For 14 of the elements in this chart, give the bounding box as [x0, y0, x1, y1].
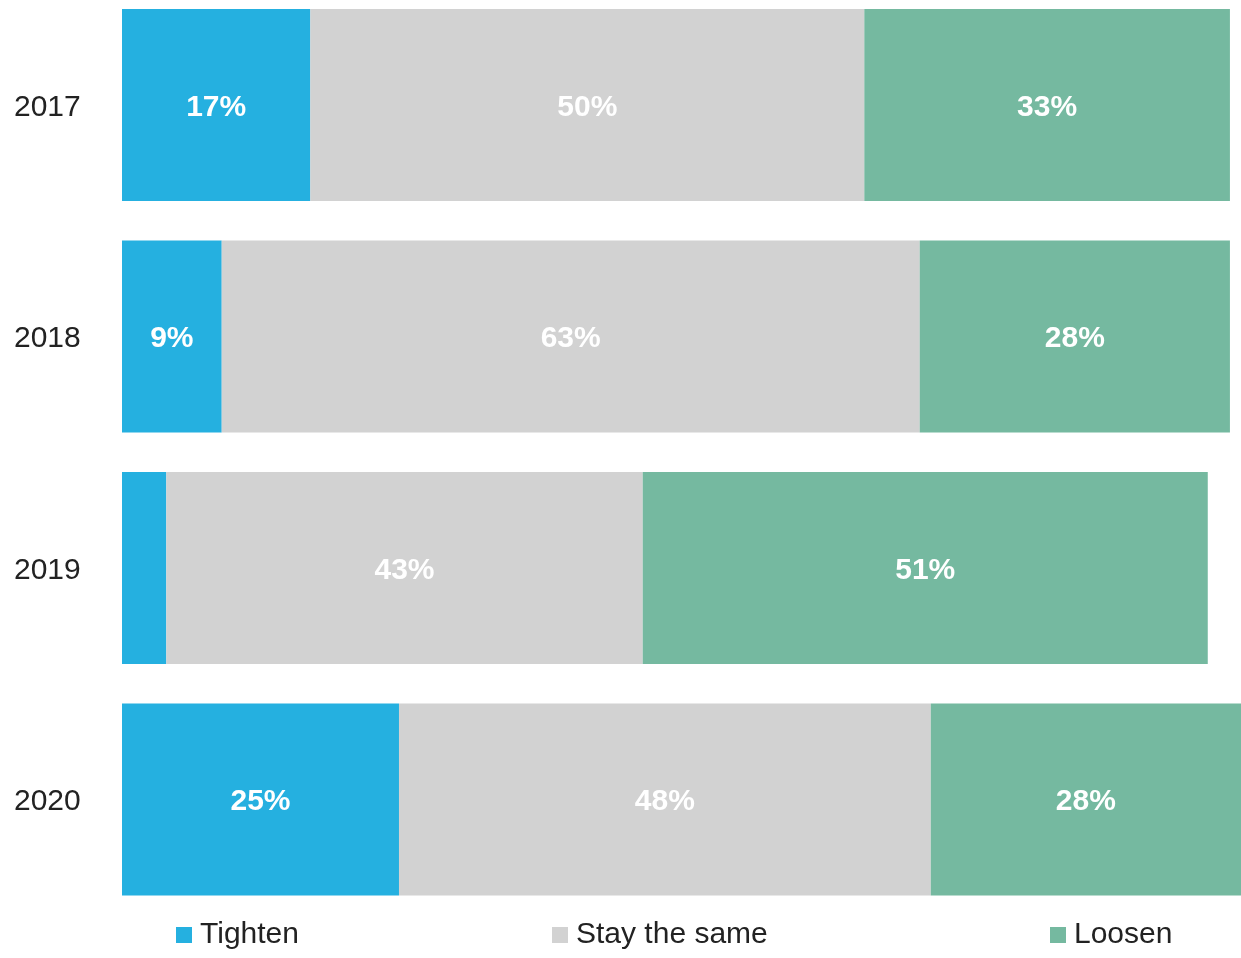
data-label: 17%	[186, 88, 247, 122]
y-tick-label: 2019	[14, 551, 81, 585]
data-label: 28%	[1044, 320, 1105, 353]
data-label: 51%	[895, 551, 956, 585]
legend-label: Tighten	[200, 916, 299, 949]
y-tick-label: 2020	[14, 783, 81, 816]
data-label: 25%	[230, 783, 291, 816]
y-tick-label: 2018	[14, 320, 81, 353]
y-tick-label: 2017	[14, 88, 81, 122]
data-label: 28%	[1055, 783, 1116, 816]
data-label: 9%	[150, 320, 194, 353]
data-label: 33%	[1017, 88, 1078, 122]
legend-label: Loosen	[1074, 916, 1173, 949]
legend-label: Stay the same	[576, 916, 768, 949]
